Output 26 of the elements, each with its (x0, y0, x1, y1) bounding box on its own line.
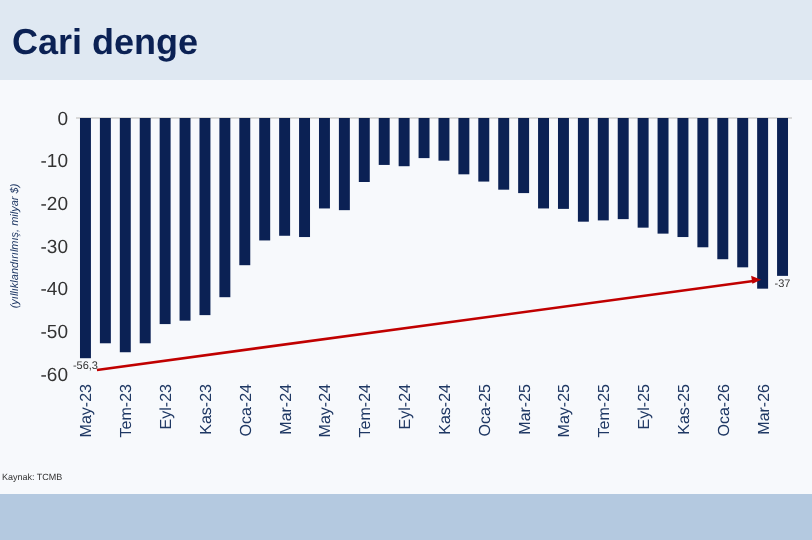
x-tick-label: May-23 (77, 382, 96, 438)
x-tick-label: Eyl-24 (396, 382, 415, 430)
x-tick-label: Eyl-23 (157, 382, 176, 430)
y-tick-label: 0 (57, 108, 68, 131)
x-tick-label: Eyl-25 (635, 382, 654, 430)
x-tick-label: Kas-24 (435, 382, 454, 435)
y-tick-label: -10 (40, 151, 68, 174)
y-tick-label: -40 (40, 279, 68, 302)
x-tick-label: Tem-25 (595, 382, 614, 438)
x-tick-label: Kas-25 (674, 382, 693, 435)
x-tick-label: Kas-23 (196, 382, 215, 435)
x-tick-label: Mar-25 (515, 382, 534, 435)
x-tick-label: Oca-26 (714, 382, 733, 437)
x-tick-label: Oca-24 (236, 382, 255, 437)
y-tick-label: -20 (40, 193, 68, 216)
x-tick-label: Tem-24 (356, 382, 375, 438)
x-tick-label: Oca-25 (475, 382, 494, 437)
y-tick-label: -60 (40, 364, 68, 387)
y-tick-label: -30 (40, 236, 68, 259)
x-tick-label: Mar-24 (276, 382, 295, 435)
x-tick-label: Mar-26 (754, 382, 773, 435)
chart-title: Cari denge (12, 22, 199, 62)
x-tick-label: May-24 (316, 382, 335, 438)
y-tick-label: -50 (40, 321, 68, 344)
x-tick-label: Tem-23 (117, 382, 136, 438)
x-tick-label: May-25 (555, 382, 574, 438)
